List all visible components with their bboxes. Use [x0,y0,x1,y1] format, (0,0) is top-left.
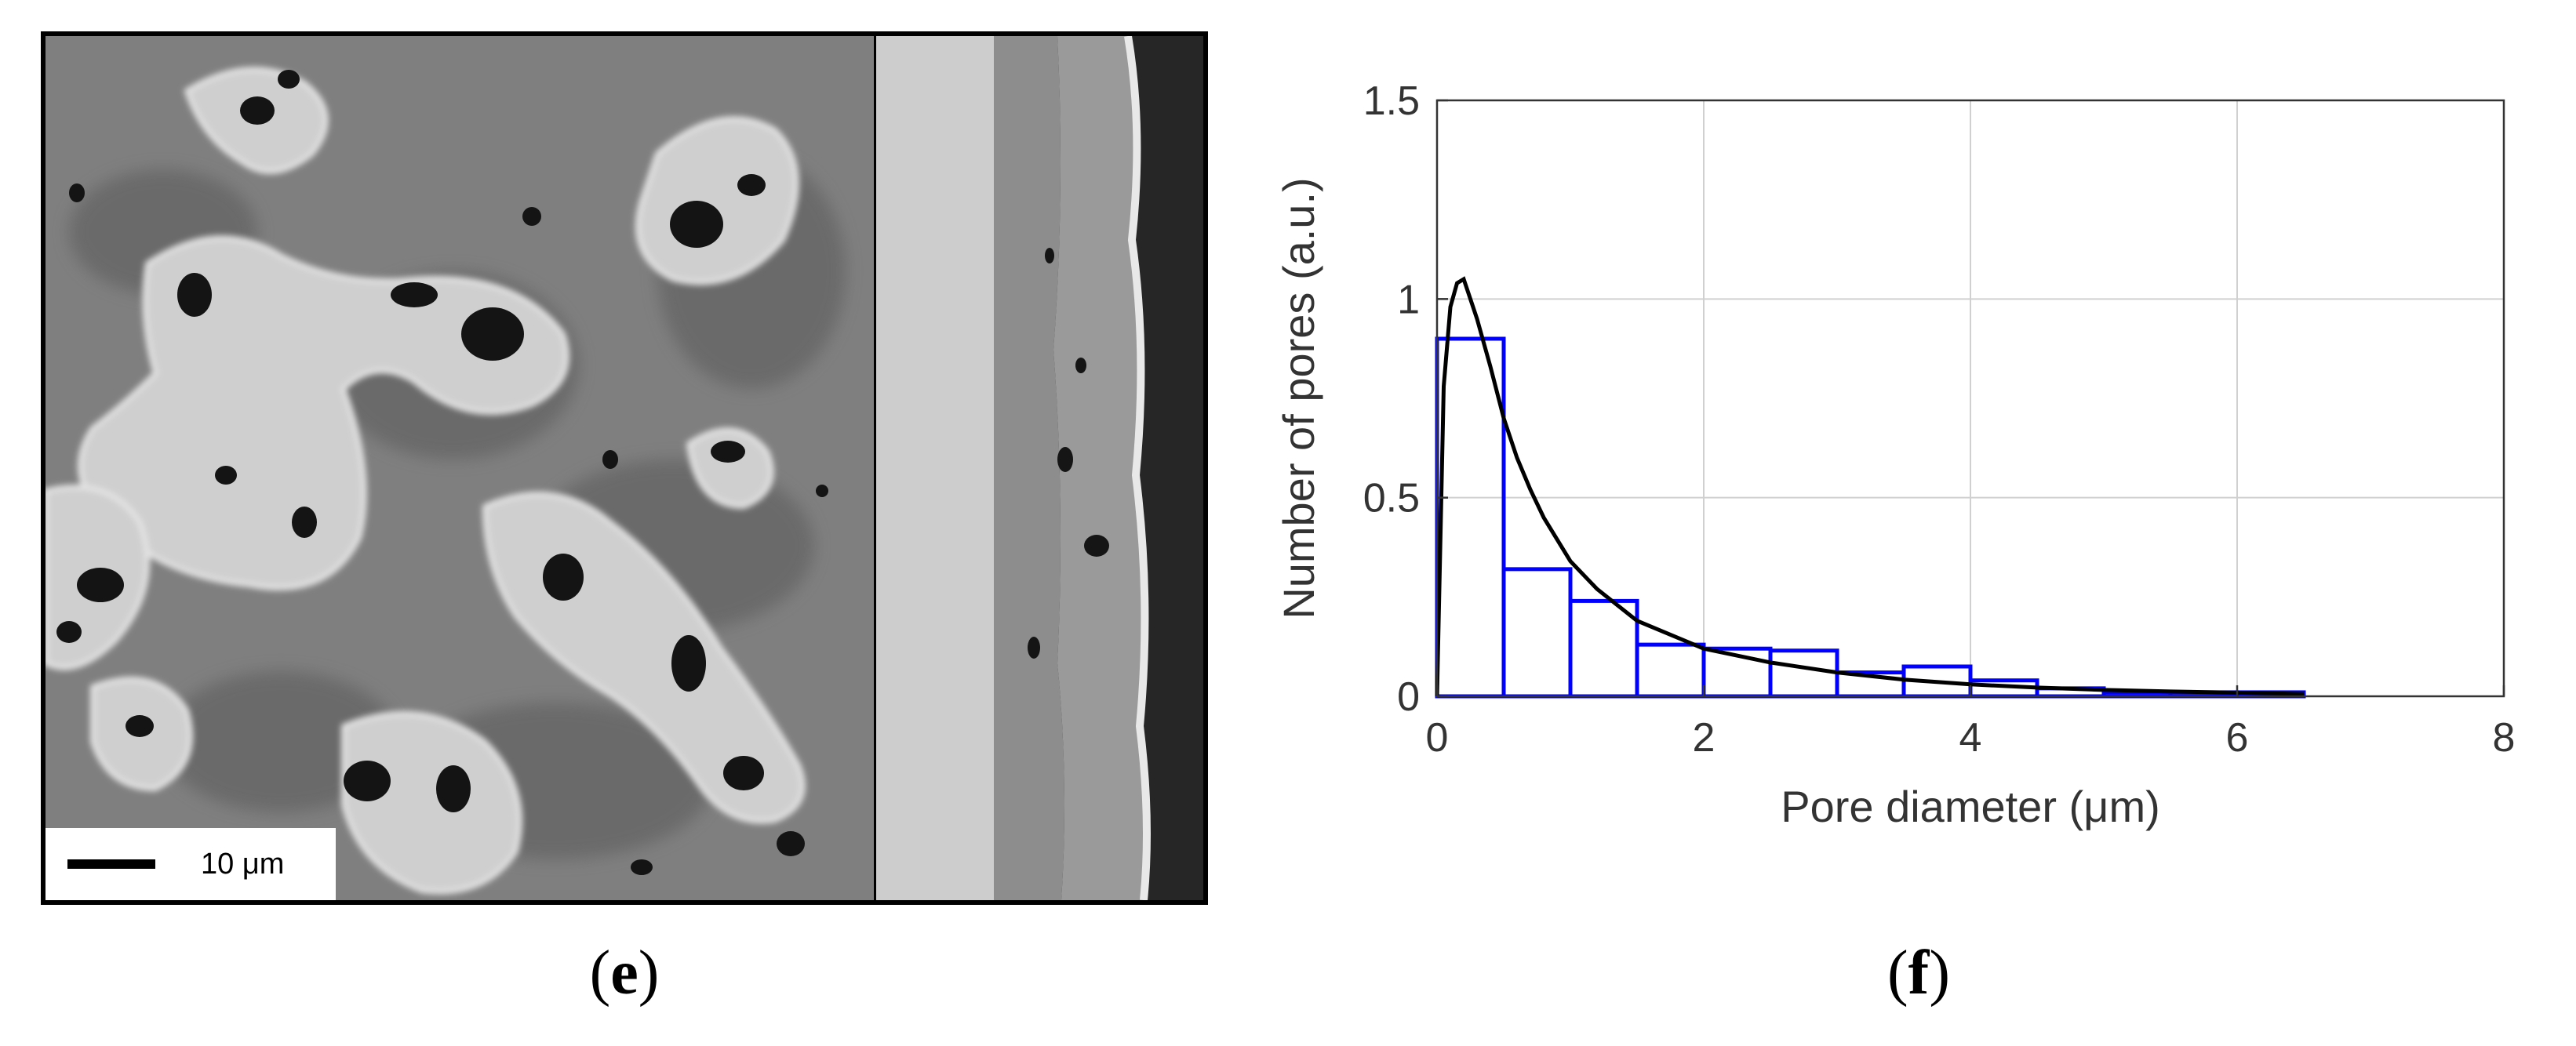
x-tick-label: 8 [2493,715,2516,761]
panel-divider [874,36,876,900]
scale-bar [67,859,155,869]
panel-label-f-open: ( [1887,939,1908,1008]
histogram-bar [1635,642,1706,699]
x-tick-label: 4 [1959,715,1982,761]
x-tick-label: 0 [1426,715,1449,761]
scale-bar-box: 10 μm [45,828,336,900]
x-tick-label: 6 [2226,715,2249,761]
sem-micrograph-panel: 10 μm [41,31,1208,905]
x-tick-label: 2 [1693,715,1716,761]
fitted-distribution-curve [1435,276,2305,697]
y-axis-ticks: 0 0.5 1 1.5 [1363,78,1448,720]
pore-size-histogram-chart: 0 2 4 6 8 0 0.5 1 1.5 Pore diameter (μm) Number… [1274,78,2516,831]
y-axis-label: Number of pores (a.u.) [1274,177,1323,619]
cross-section-view [876,36,1203,900]
y-tick-label: 1.5 [1363,78,1420,124]
panel-label-f-letter: f [1908,939,1930,1008]
grid-lines [1436,100,2505,697]
histogram-bars [1435,336,2306,699]
histogram-bar [1768,648,1839,699]
histogram-bar [1501,567,1573,699]
y-tick-label: 1 [1397,277,1420,322]
panel-label-f: (f) [1872,938,1966,1009]
panel-label-f-close: ) [1929,939,1950,1008]
x-axis-label: Pore diameter (μm) [1781,782,2160,831]
surface-view [45,36,874,900]
panel-label-e-open: ( [589,939,611,1008]
y-tick-label: 0.5 [1363,476,1420,521]
x-axis-ticks: 0 2 4 6 8 [1426,685,2516,761]
panel-label-e-close: ) [638,939,660,1008]
y-tick-label: 0 [1397,674,1420,720]
panel-label-e-letter: e [610,939,639,1008]
scale-bar-label: 10 μm [201,847,285,881]
sem-micrograph-image [45,36,1203,900]
histogram-bar [1435,336,1506,699]
panel-label-e: (e) [577,938,671,1009]
